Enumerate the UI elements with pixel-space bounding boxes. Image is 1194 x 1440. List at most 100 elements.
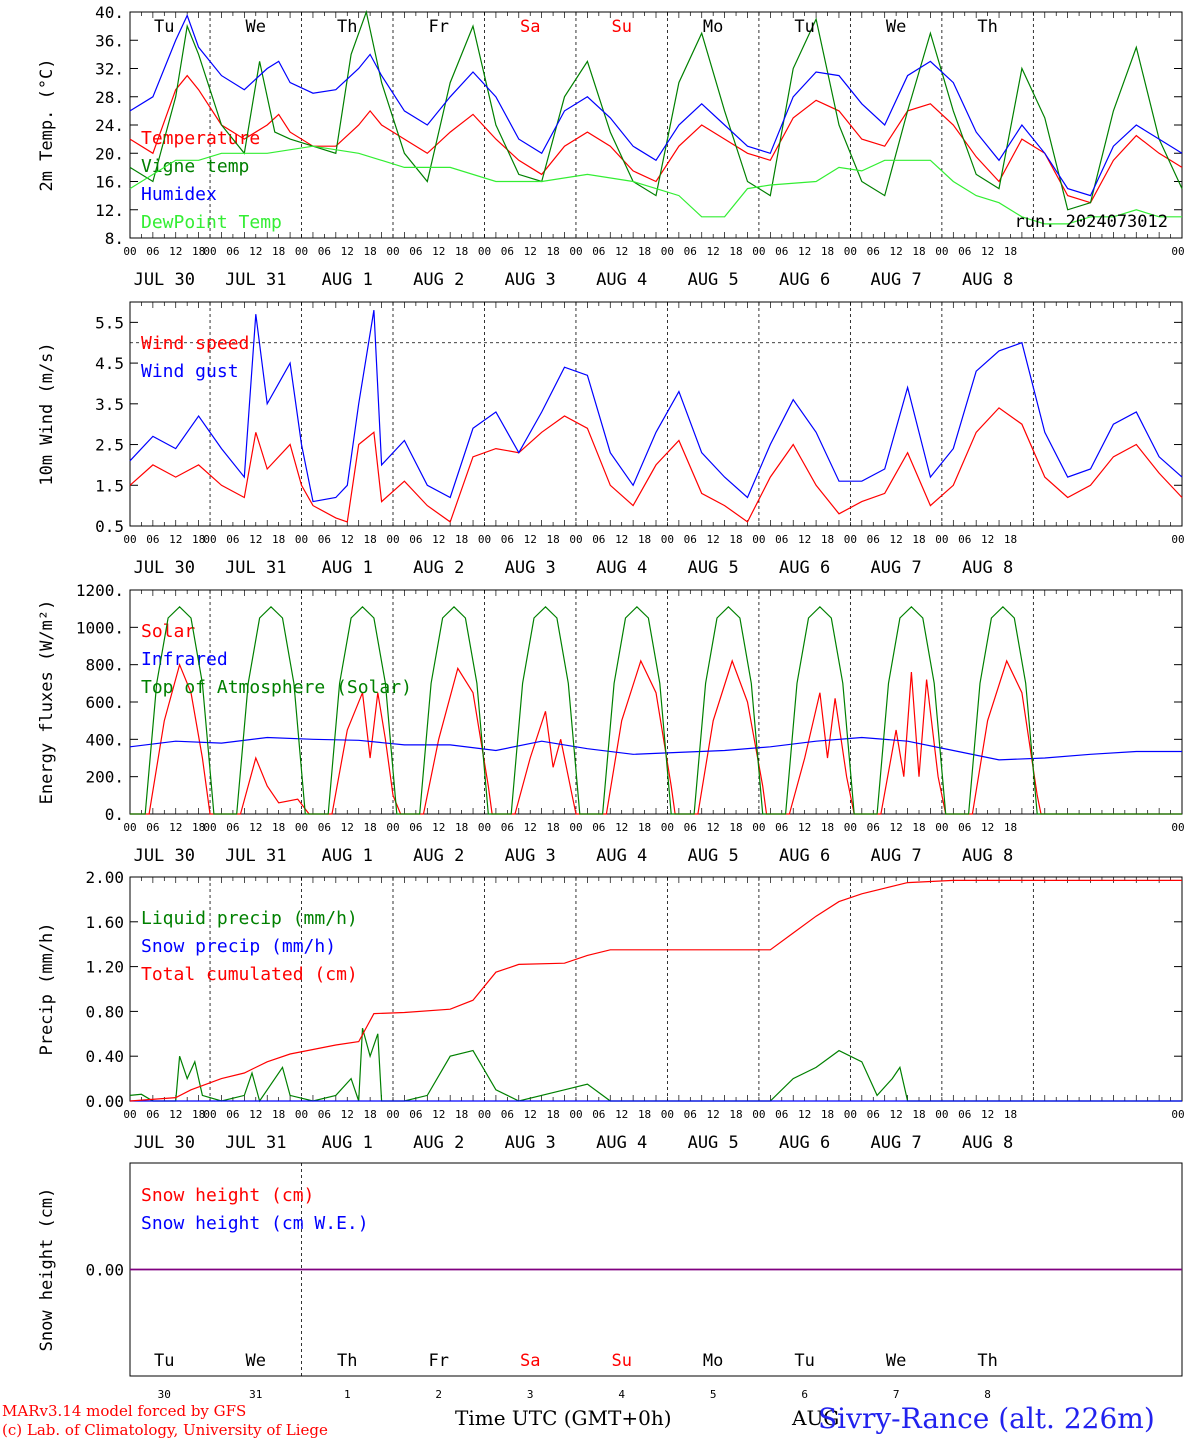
precip-hour-label: 06: [592, 1108, 605, 1121]
temp-date-label: JUL 31: [225, 270, 286, 290]
temp-ytick-label: 12.: [95, 201, 124, 220]
temp-date-label: AUG 5: [688, 270, 739, 290]
wind-date-label: JUL 30: [134, 558, 195, 578]
wind-hour-label: 06: [409, 533, 422, 546]
energy-hour-label: 18: [192, 821, 205, 834]
precip-hour-label: 00: [1171, 1108, 1184, 1121]
energy-hour-label: 06: [501, 821, 514, 834]
energy-hour-label: 12: [615, 821, 628, 834]
precip-series-line: [129, 1028, 1182, 1103]
temp-hour-label: 00: [386, 245, 399, 258]
energy-hour-label: 06: [592, 821, 605, 834]
energy-hour-label: 00: [203, 821, 216, 834]
precip-date-label: AUG 3: [505, 1133, 556, 1153]
wind-hour-label: 06: [592, 533, 605, 546]
precip-date-label: AUG 5: [688, 1133, 739, 1153]
temp-ytick-label: 16.: [95, 173, 124, 192]
temp-hour-label: 18: [638, 245, 651, 258]
run-label: run: 2024073012: [1014, 212, 1168, 232]
precip-hour-label: 18: [192, 1108, 205, 1121]
wind-series-line: [129, 407, 1183, 523]
lab-credit: (c) Lab. of Climatology, University of L…: [2, 1421, 328, 1439]
wind-ytick-label: 4.5: [95, 354, 124, 373]
precip-hour-label: 06: [501, 1108, 514, 1121]
wind-hour-label: 06: [867, 533, 880, 546]
wind-date-label: AUG 1: [322, 558, 373, 578]
energy-hour-label: 12: [798, 821, 811, 834]
precip-hour-label: 06: [958, 1108, 971, 1121]
energy-hour-label: 06: [958, 821, 971, 834]
wind-hour-label: 12: [798, 533, 811, 546]
energy-hour-label: 12: [341, 821, 354, 834]
temp-hour-label: 00: [295, 245, 308, 258]
temp-hour-label: 12: [249, 245, 262, 258]
snow-day-number: 5: [710, 1388, 717, 1401]
temp-hour-label: 06: [592, 245, 605, 258]
wind-hour-label: 18: [821, 533, 834, 546]
energy-date-label: AUG 1: [322, 846, 373, 866]
snow-day-number: 31: [249, 1388, 262, 1401]
temp-hour-label: 12: [169, 245, 182, 258]
wind-hour-label: 00: [569, 533, 582, 546]
day-of-week-label: Th: [977, 17, 997, 37]
temp-series-line: [129, 13, 1183, 197]
precip-hour-label: 18: [638, 1108, 651, 1121]
precip-hour-label: 06: [775, 1108, 788, 1121]
energy-frame: [129, 589, 1183, 815]
temp-date-label: AUG 4: [596, 270, 647, 290]
temp-hour-label: 18: [364, 245, 377, 258]
wind-hour-label: 06: [775, 533, 788, 546]
energy-series-line: [130, 605, 1182, 815]
wind-hour-label: 12: [249, 533, 262, 546]
precip-hour-label: 06: [409, 1108, 422, 1121]
precip-hour-label: 00: [752, 1108, 765, 1121]
wind-hour-label: 00: [386, 533, 399, 546]
temp-ytick-label: 28.: [95, 88, 124, 107]
precip-hour-label: 06: [318, 1108, 331, 1121]
precip-hour-label: 00: [478, 1108, 491, 1121]
wind-hour-label: 12: [615, 533, 628, 546]
snow-day-of-week-label: We: [886, 1351, 906, 1371]
temp-hour-label: 00: [752, 245, 765, 258]
wind-ytick-label: 5.5: [95, 313, 124, 332]
wind-hour-label: 12: [524, 533, 537, 546]
wind-hour-label: 12: [707, 533, 720, 546]
snow-day-of-week-label: Mo: [703, 1351, 723, 1371]
day-of-week-label: Tu: [154, 17, 174, 37]
energy-hour-label: 00: [752, 821, 765, 834]
wind-legend-entry: Wind gust: [141, 361, 239, 382]
temp-hour-label: 12: [981, 245, 994, 258]
temp-date-label: AUG 7: [871, 270, 922, 290]
wind-hour-label: 00: [935, 533, 948, 546]
temp-hour-label: 12: [432, 245, 445, 258]
precip-hour-label: 12: [615, 1108, 628, 1121]
precip-date-label: AUG 6: [779, 1133, 830, 1153]
snow-day-of-week-label: Sa: [520, 1351, 540, 1371]
energy-hour-label: 12: [169, 821, 182, 834]
temp-hour-label: 12: [890, 245, 903, 258]
temp-frame: [129, 11, 1183, 239]
precip-date-label: AUG 7: [871, 1133, 922, 1153]
snow-day-of-week-label: Tu: [794, 1351, 814, 1371]
wind-legend-entry: Wind speed: [141, 333, 249, 354]
wind-hour-label: 18: [546, 533, 559, 546]
temp-hour-label: 12: [798, 245, 811, 258]
precip-hour-label: 06: [226, 1108, 239, 1121]
precip-ylabel: Precip (mm/h): [37, 922, 57, 1055]
temp-date-label: AUG 1: [322, 270, 373, 290]
precip-date-label: AUG 1: [322, 1133, 373, 1153]
snow-day-number: 1: [344, 1388, 351, 1401]
wind-hour-label: 12: [341, 533, 354, 546]
temp-hour-label: 06: [409, 245, 422, 258]
wind-hour-label: 18: [638, 533, 651, 546]
energy-hour-label: 06: [684, 821, 697, 834]
energy-date-label: AUG 7: [871, 846, 922, 866]
precip-hour-label: 12: [890, 1108, 903, 1121]
energy-ylabel: Energy fluxes (W/m²): [37, 600, 57, 805]
temp-hour-label: 00: [661, 245, 674, 258]
precip-hour-label: 18: [912, 1108, 925, 1121]
precip-hour-label: 12: [524, 1108, 537, 1121]
wind-hour-label: 18: [1004, 533, 1017, 546]
temp-ytick-label: 36.: [95, 31, 124, 50]
energy-hour-label: 00: [478, 821, 491, 834]
